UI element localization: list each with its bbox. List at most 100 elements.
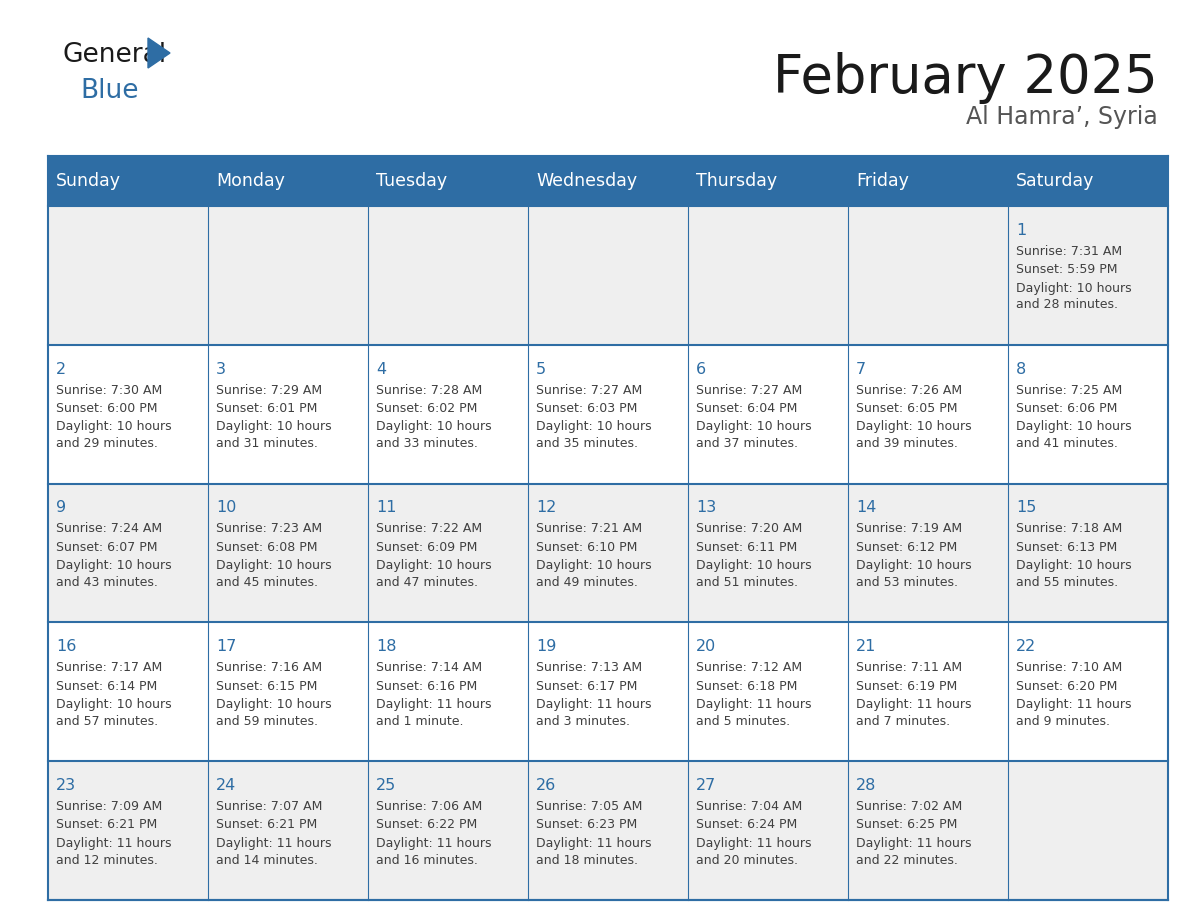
Text: Sunset: 6:08 PM: Sunset: 6:08 PM	[216, 541, 317, 554]
Text: and 1 minute.: and 1 minute.	[375, 715, 463, 728]
Text: and 28 minutes.: and 28 minutes.	[1016, 298, 1118, 311]
Text: Sunset: 6:00 PM: Sunset: 6:00 PM	[56, 402, 158, 415]
Text: 3: 3	[216, 362, 226, 376]
Text: Sunset: 6:20 PM: Sunset: 6:20 PM	[1016, 679, 1118, 693]
Text: Monday: Monday	[216, 172, 285, 190]
Text: 14: 14	[857, 500, 877, 516]
Text: Daylight: 10 hours: Daylight: 10 hours	[56, 420, 171, 433]
Text: Sunset: 6:09 PM: Sunset: 6:09 PM	[375, 541, 478, 554]
Text: Sunset: 6:05 PM: Sunset: 6:05 PM	[857, 402, 958, 415]
Text: 10: 10	[216, 500, 236, 516]
Text: Sunrise: 7:04 AM: Sunrise: 7:04 AM	[696, 800, 802, 813]
Text: Sunrise: 7:07 AM: Sunrise: 7:07 AM	[216, 800, 322, 813]
Text: Sunset: 6:11 PM: Sunset: 6:11 PM	[696, 541, 797, 554]
Text: Al Hamra’, Syria: Al Hamra’, Syria	[966, 105, 1158, 129]
Text: and 9 minutes.: and 9 minutes.	[1016, 715, 1110, 728]
Text: and 16 minutes.: and 16 minutes.	[375, 854, 478, 867]
Text: Sunset: 6:21 PM: Sunset: 6:21 PM	[216, 819, 317, 832]
Text: Sunrise: 7:02 AM: Sunrise: 7:02 AM	[857, 800, 962, 813]
Text: Sunrise: 7:18 AM: Sunrise: 7:18 AM	[1016, 522, 1123, 535]
Text: Sunset: 6:10 PM: Sunset: 6:10 PM	[536, 541, 638, 554]
Text: Sunrise: 7:17 AM: Sunrise: 7:17 AM	[56, 661, 163, 675]
Text: Daylight: 10 hours: Daylight: 10 hours	[56, 559, 171, 572]
Text: Saturday: Saturday	[1016, 172, 1094, 190]
Text: 26: 26	[536, 778, 556, 793]
Text: Sunrise: 7:06 AM: Sunrise: 7:06 AM	[375, 800, 482, 813]
Text: February 2025: February 2025	[773, 52, 1158, 104]
Text: Sunset: 6:04 PM: Sunset: 6:04 PM	[696, 402, 797, 415]
Text: and 22 minutes.: and 22 minutes.	[857, 854, 958, 867]
Text: Daylight: 10 hours: Daylight: 10 hours	[216, 420, 331, 433]
Text: Daylight: 10 hours: Daylight: 10 hours	[536, 559, 652, 572]
Text: Daylight: 11 hours: Daylight: 11 hours	[1016, 698, 1131, 711]
Text: 20: 20	[696, 639, 716, 655]
Bar	[48, 761, 1168, 900]
Text: and 5 minutes.: and 5 minutes.	[696, 715, 790, 728]
Text: and 43 minutes.: and 43 minutes.	[56, 577, 158, 589]
Text: 18: 18	[375, 639, 397, 655]
Text: and 51 minutes.: and 51 minutes.	[696, 577, 798, 589]
Text: Sunday: Sunday	[56, 172, 121, 190]
Text: Sunset: 6:23 PM: Sunset: 6:23 PM	[536, 819, 637, 832]
Text: 9: 9	[56, 500, 67, 516]
Text: Sunrise: 7:28 AM: Sunrise: 7:28 AM	[375, 384, 482, 397]
Text: and 37 minutes.: and 37 minutes.	[696, 437, 798, 451]
Text: 22: 22	[1016, 639, 1036, 655]
Text: and 20 minutes.: and 20 minutes.	[696, 854, 798, 867]
Polygon shape	[148, 38, 170, 68]
Text: Sunset: 6:01 PM: Sunset: 6:01 PM	[216, 402, 317, 415]
Text: Sunset: 6:06 PM: Sunset: 6:06 PM	[1016, 402, 1118, 415]
Text: Sunrise: 7:05 AM: Sunrise: 7:05 AM	[536, 800, 643, 813]
Text: Daylight: 11 hours: Daylight: 11 hours	[857, 837, 972, 850]
Text: Friday: Friday	[857, 172, 909, 190]
Text: and 55 minutes.: and 55 minutes.	[1016, 577, 1118, 589]
Text: Daylight: 10 hours: Daylight: 10 hours	[56, 698, 171, 711]
Text: and 12 minutes.: and 12 minutes.	[56, 854, 158, 867]
Text: Sunrise: 7:13 AM: Sunrise: 7:13 AM	[536, 661, 643, 675]
Text: Sunset: 6:17 PM: Sunset: 6:17 PM	[536, 679, 638, 693]
Text: Sunset: 6:13 PM: Sunset: 6:13 PM	[1016, 541, 1117, 554]
Text: and 59 minutes.: and 59 minutes.	[216, 715, 318, 728]
Text: Daylight: 11 hours: Daylight: 11 hours	[696, 698, 811, 711]
Text: and 53 minutes.: and 53 minutes.	[857, 577, 958, 589]
Text: Sunrise: 7:27 AM: Sunrise: 7:27 AM	[536, 384, 643, 397]
Text: Daylight: 11 hours: Daylight: 11 hours	[216, 837, 331, 850]
Text: Sunset: 6:22 PM: Sunset: 6:22 PM	[375, 819, 478, 832]
Text: Sunset: 6:21 PM: Sunset: 6:21 PM	[56, 819, 157, 832]
Text: Sunset: 6:15 PM: Sunset: 6:15 PM	[216, 679, 317, 693]
Text: Sunset: 6:19 PM: Sunset: 6:19 PM	[857, 679, 958, 693]
Text: Sunrise: 7:30 AM: Sunrise: 7:30 AM	[56, 384, 163, 397]
Text: Sunset: 6:25 PM: Sunset: 6:25 PM	[857, 819, 958, 832]
Text: and 57 minutes.: and 57 minutes.	[56, 715, 158, 728]
Text: Sunset: 6:18 PM: Sunset: 6:18 PM	[696, 679, 797, 693]
Text: Sunrise: 7:11 AM: Sunrise: 7:11 AM	[857, 661, 962, 675]
Text: Daylight: 10 hours: Daylight: 10 hours	[857, 559, 972, 572]
Text: Sunrise: 7:27 AM: Sunrise: 7:27 AM	[696, 384, 802, 397]
Text: 27: 27	[696, 778, 716, 793]
Text: Daylight: 11 hours: Daylight: 11 hours	[536, 698, 651, 711]
Text: Daylight: 10 hours: Daylight: 10 hours	[216, 559, 331, 572]
Text: Sunset: 6:03 PM: Sunset: 6:03 PM	[536, 402, 638, 415]
Text: Daylight: 10 hours: Daylight: 10 hours	[696, 559, 811, 572]
Bar	[48, 484, 1168, 622]
Text: Sunrise: 7:14 AM: Sunrise: 7:14 AM	[375, 661, 482, 675]
Text: Sunrise: 7:09 AM: Sunrise: 7:09 AM	[56, 800, 163, 813]
Text: and 35 minutes.: and 35 minutes.	[536, 437, 638, 451]
Text: Sunrise: 7:29 AM: Sunrise: 7:29 AM	[216, 384, 322, 397]
Text: Daylight: 10 hours: Daylight: 10 hours	[536, 420, 652, 433]
Text: 5: 5	[536, 362, 546, 376]
Text: Daylight: 10 hours: Daylight: 10 hours	[375, 559, 492, 572]
Text: and 39 minutes.: and 39 minutes.	[857, 437, 958, 451]
Text: Sunset: 6:07 PM: Sunset: 6:07 PM	[56, 541, 158, 554]
Text: 13: 13	[696, 500, 716, 516]
Text: and 7 minutes.: and 7 minutes.	[857, 715, 950, 728]
Bar	[48, 345, 1168, 484]
Bar	[48, 622, 1168, 761]
Text: 11: 11	[375, 500, 397, 516]
Text: 24: 24	[216, 778, 236, 793]
Text: Sunrise: 7:20 AM: Sunrise: 7:20 AM	[696, 522, 802, 535]
Text: 28: 28	[857, 778, 877, 793]
Text: Sunrise: 7:21 AM: Sunrise: 7:21 AM	[536, 522, 643, 535]
Text: Blue: Blue	[80, 78, 139, 104]
Text: Daylight: 11 hours: Daylight: 11 hours	[536, 837, 651, 850]
